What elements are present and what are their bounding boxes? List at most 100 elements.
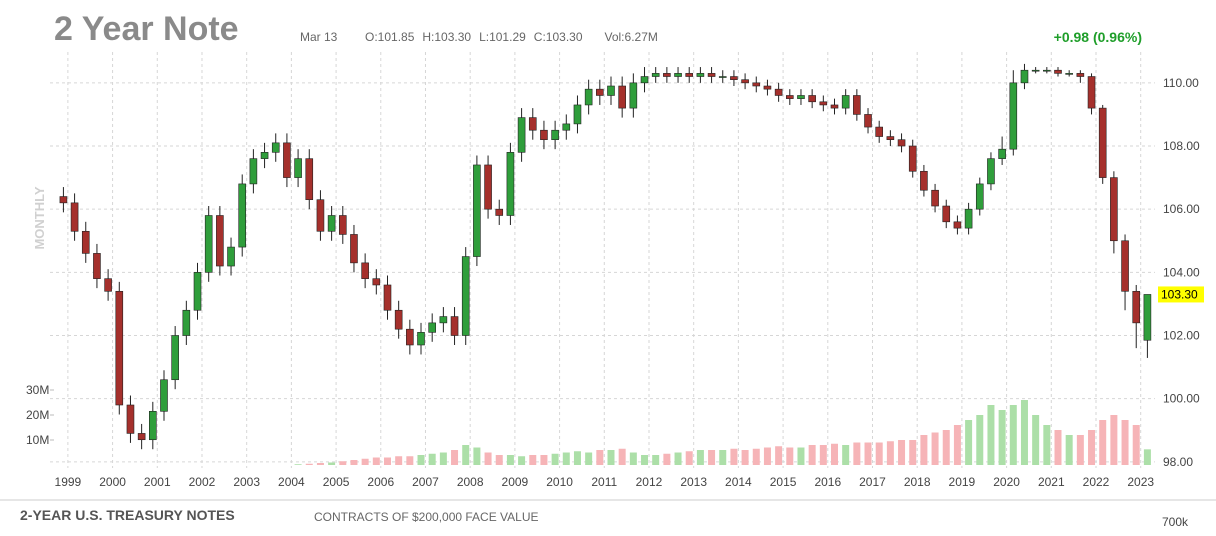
volume-bar xyxy=(998,410,1006,465)
volume-bar xyxy=(1009,405,1017,465)
candle-body xyxy=(674,73,682,77)
volume-bar xyxy=(406,456,414,465)
volume-bar xyxy=(886,441,894,465)
candle-body xyxy=(182,309,191,336)
volume-bar xyxy=(1143,449,1151,465)
volume-bar xyxy=(451,450,459,465)
volume-bar xyxy=(830,443,838,465)
volume-bar xyxy=(439,452,447,465)
candle-body xyxy=(763,85,772,90)
candle-body xyxy=(1098,107,1107,178)
candle-body xyxy=(1031,69,1040,72)
volume-bar xyxy=(629,452,637,465)
candle-body xyxy=(227,246,235,267)
candle-body xyxy=(741,79,749,84)
price-tag: 103.30 xyxy=(1161,287,1198,301)
volume-bar xyxy=(428,453,436,465)
candle-body xyxy=(294,158,302,178)
volume-bar xyxy=(328,462,336,465)
candle-body xyxy=(305,158,314,201)
candle-body xyxy=(484,164,492,210)
volume-bar xyxy=(1032,415,1040,465)
ohlc-text: Vol:6.27M xyxy=(605,30,658,44)
candle-body xyxy=(316,199,325,232)
candle-body xyxy=(495,208,504,216)
candle-body xyxy=(920,170,928,191)
volume-bar xyxy=(294,464,302,465)
candle-body xyxy=(528,117,537,131)
candle-body xyxy=(618,85,626,109)
candle-body xyxy=(361,262,369,279)
volume-bar xyxy=(663,453,671,465)
candle-body xyxy=(663,73,671,77)
candle-body xyxy=(450,316,459,336)
candle-body xyxy=(942,205,951,223)
volume-bar xyxy=(708,450,716,465)
candle-body xyxy=(1020,69,1029,84)
candle-body xyxy=(596,88,604,96)
volume-bar xyxy=(618,448,626,465)
volume-bar xyxy=(842,445,850,465)
candle-body xyxy=(797,95,805,99)
candle-body xyxy=(81,230,90,254)
candle-body xyxy=(774,88,783,96)
volume-bar xyxy=(339,461,347,465)
volume-bar xyxy=(585,452,593,465)
candle-body xyxy=(607,85,615,96)
candle-body xyxy=(830,104,839,109)
x-tick-label: 2018 xyxy=(904,475,931,489)
x-tick-label: 2012 xyxy=(636,475,663,489)
volume-bar xyxy=(417,455,425,465)
volume-bar xyxy=(495,455,503,465)
candle-body xyxy=(987,158,995,185)
y-tick-label: 110.00 xyxy=(1163,76,1199,90)
ohlc-text: H:103.30 xyxy=(422,30,471,44)
x-tick-label: 2005 xyxy=(323,475,350,489)
volume-bar xyxy=(1054,430,1062,465)
volume-bar xyxy=(965,420,973,465)
volume-bar xyxy=(898,440,906,465)
candle-body xyxy=(841,95,850,109)
volume-bar xyxy=(473,447,481,465)
candle-body xyxy=(171,335,179,381)
volume-bar xyxy=(641,455,649,465)
volume-bar xyxy=(875,442,883,465)
date: Mar 13 xyxy=(300,30,338,44)
candle-body xyxy=(406,328,414,346)
candle-body xyxy=(1121,240,1129,292)
candle-body xyxy=(864,114,872,128)
volume-bar xyxy=(652,455,660,465)
volume-bar xyxy=(1043,425,1051,465)
volume-bar xyxy=(395,456,403,465)
candle-body xyxy=(149,411,157,441)
candle-body xyxy=(126,404,135,434)
candle-body xyxy=(428,322,436,333)
candle-body xyxy=(1110,177,1118,242)
candle-body xyxy=(819,101,828,106)
footer-title: 2-YEAR U.S. TREASURY NOTES xyxy=(20,507,235,523)
volume-layer xyxy=(294,400,1151,465)
x-tick-label: 2007 xyxy=(412,475,439,489)
x-tick-label: 2009 xyxy=(502,475,529,489)
price-tag-bg xyxy=(1158,286,1204,303)
candle-body xyxy=(998,148,1006,159)
y-tick-label: 102.00 xyxy=(1163,329,1200,343)
candle-body xyxy=(540,129,548,140)
candle-body xyxy=(1054,69,1062,74)
volume-bar xyxy=(786,447,794,465)
candle-body xyxy=(853,95,861,115)
candle-body xyxy=(104,278,112,292)
volume-bar xyxy=(1088,430,1096,465)
candle-body xyxy=(394,309,403,330)
candle-body xyxy=(216,215,224,267)
volume-bar xyxy=(596,450,604,465)
candle-body xyxy=(439,316,448,324)
candle-body xyxy=(350,234,358,264)
volume-bar xyxy=(1110,415,1118,465)
candle-body xyxy=(249,158,258,185)
volume-bar xyxy=(752,448,760,465)
volume-bar xyxy=(1076,435,1084,465)
candle-body xyxy=(629,82,638,109)
candle-body xyxy=(193,272,202,311)
